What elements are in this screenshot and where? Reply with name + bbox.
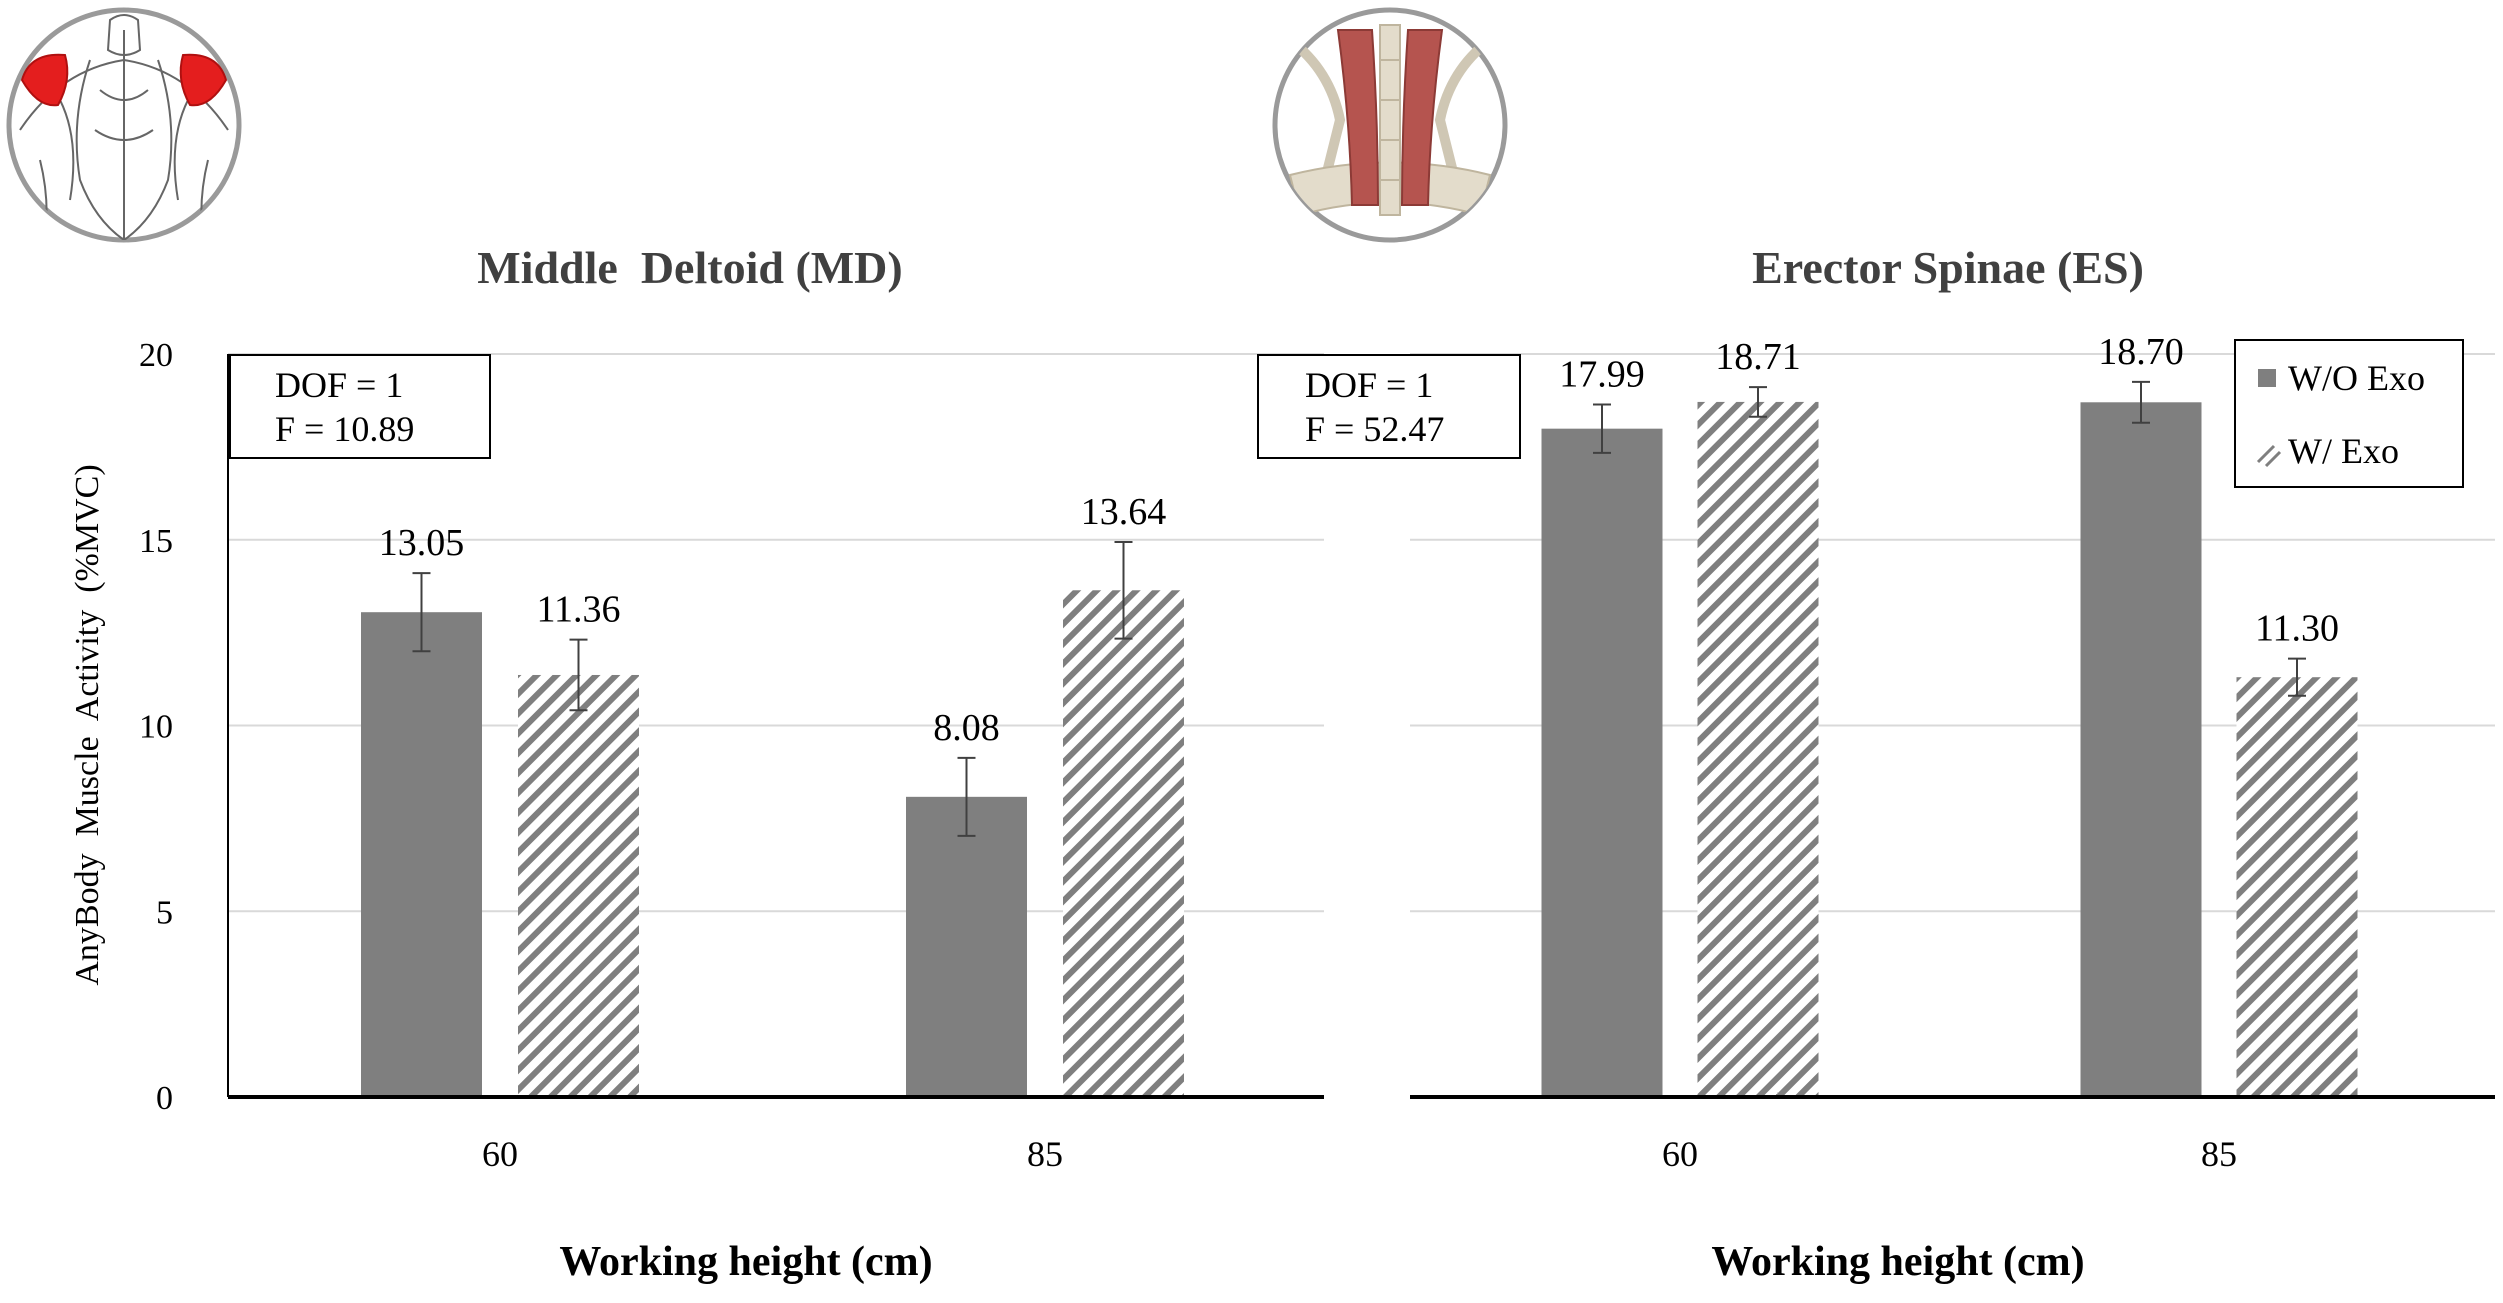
data-label: 18.70 bbox=[2098, 331, 2184, 373]
error-bar bbox=[1593, 403, 1611, 454]
stats-box: DOF = 1 F = 52.47 bbox=[1257, 354, 1521, 459]
x-axis-label: Working height (cm) bbox=[559, 1239, 932, 1285]
x-tick-label: 60 bbox=[1662, 1134, 1698, 1174]
bar-w-exo bbox=[518, 674, 639, 1097]
data-label: 13.05 bbox=[379, 522, 465, 564]
error-bar bbox=[1114, 540, 1133, 640]
bar-w-exo bbox=[1697, 401, 1819, 1098]
x-tick-label: 85 bbox=[1027, 1134, 1063, 1174]
error-bar bbox=[569, 638, 588, 712]
bar-wo-exo bbox=[2080, 402, 2202, 1097]
stats-dof: DOF = 1 bbox=[1305, 365, 1433, 405]
y-axis-label: AnyBody Muscle Activity (%MVC) bbox=[69, 464, 106, 985]
bar-w-exo bbox=[1063, 590, 1184, 1097]
stats-f: F = 52.47 bbox=[1305, 409, 1444, 449]
error-bar bbox=[957, 756, 976, 837]
x-tick-label: 60 bbox=[482, 1134, 518, 1174]
y-tick-label: 5 bbox=[156, 894, 173, 931]
bar-wo-exo bbox=[361, 612, 482, 1097]
error-bar bbox=[2288, 657, 2306, 697]
chart-middle-deltoid: Middle Deltoid (MD) 13.0511.368.0813.64 … bbox=[69, 242, 1324, 1285]
legend-label-w-exo: W/ Exo bbox=[2288, 431, 2399, 471]
y-tick-label: 10 bbox=[139, 709, 173, 746]
chart-title: Erector Spinae (ES) bbox=[1752, 242, 2144, 293]
y-tick-label: 0 bbox=[156, 1080, 173, 1117]
stats-dof: DOF = 1 bbox=[275, 365, 403, 405]
bar-wo-exo bbox=[906, 796, 1027, 1097]
x-axis-label: Working height (cm) bbox=[1711, 1239, 2084, 1285]
legend-label-wo-exo: W/O Exo bbox=[2288, 358, 2425, 398]
stats-f: F = 10.89 bbox=[275, 409, 414, 449]
y-tick-label: 15 bbox=[139, 523, 173, 560]
legend-swatch-solid bbox=[2258, 369, 2276, 387]
error-bar bbox=[1749, 386, 1767, 418]
data-label: 11.30 bbox=[2255, 608, 2339, 650]
legend: W/O Exo W/ Exo bbox=[2234, 339, 2464, 488]
data-label: 8.08 bbox=[933, 707, 1000, 749]
error-bar bbox=[2132, 380, 2150, 424]
bar-w-exo bbox=[2236, 677, 2358, 1097]
spine-muscle-icon bbox=[1272, 7, 1508, 243]
data-label: 11.36 bbox=[536, 589, 620, 631]
bar-wo-exo bbox=[1541, 428, 1663, 1097]
chart-title: Middle Deltoid (MD) bbox=[477, 242, 902, 293]
x-tick-label: 85 bbox=[2201, 1134, 2237, 1174]
data-label: 18.71 bbox=[1715, 336, 1801, 378]
legend-swatch-hatched bbox=[2256, 444, 2282, 468]
data-label: 13.64 bbox=[1081, 491, 1167, 533]
chart-erector-spinae: Erector Spinae (ES) 17.99 18.71 18.70 11.30… bbox=[1257, 242, 2495, 1285]
data-label: 17.99 bbox=[1559, 354, 1645, 396]
error-bar bbox=[412, 572, 431, 653]
stats-box: DOF = 1 F = 10.89 bbox=[229, 354, 491, 459]
back-shoulder-muscle-icon bbox=[6, 7, 242, 243]
y-tick-label: 20 bbox=[139, 337, 173, 374]
